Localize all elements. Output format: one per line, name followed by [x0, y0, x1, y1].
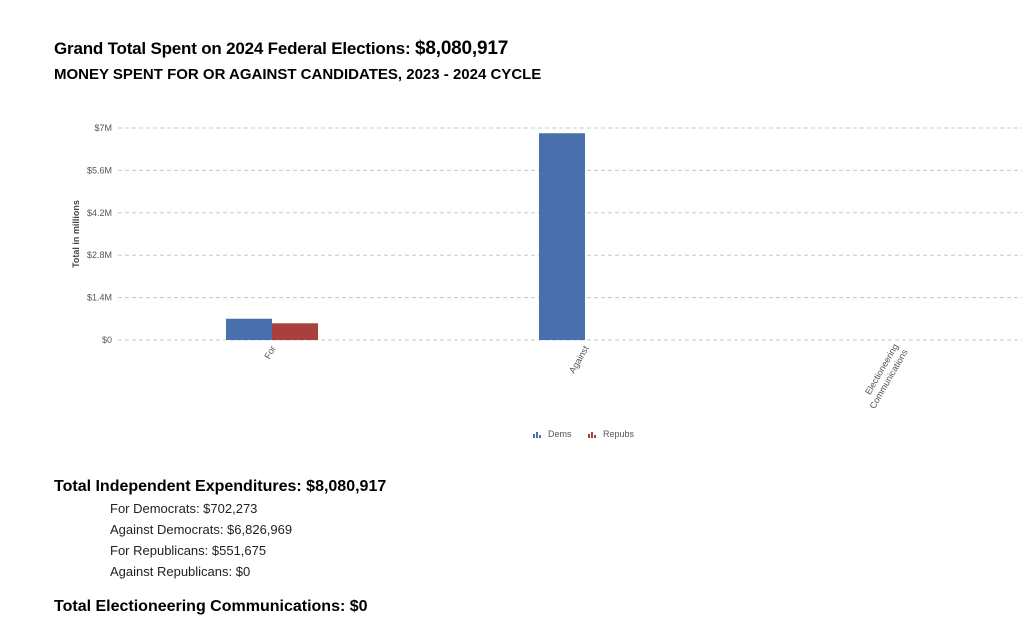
legend-icon	[539, 435, 541, 438]
grand-total-heading: Grand Total Spent on 2024 Federal Electi…	[54, 38, 508, 60]
legend-label: Repubs	[603, 429, 635, 439]
y-tick-label: $4.2M	[87, 208, 112, 218]
grand-total-value: $8,080,917	[415, 38, 509, 59]
summary-item: Against Republicans: $0	[110, 564, 251, 579]
y-tick-label: $0	[102, 335, 112, 345]
ie-total: Total Independent Expenditures: $8,080,9…	[54, 478, 387, 495]
legend-icon	[588, 434, 590, 438]
legend-icon	[536, 432, 538, 438]
y-tick-label: $5.6M	[87, 165, 112, 175]
ec-total: Total Electioneering Communications: $0	[54, 598, 368, 615]
x-tick-label: ElectioneeringCommunications	[858, 342, 910, 411]
legend-icon	[533, 434, 535, 438]
legend-label: Dems	[548, 429, 572, 439]
y-tick-label: $1.4M	[87, 293, 112, 303]
bar-chart: $0 $1.4M $2.8M $4.2M $5.6M $7M Total in millio…	[71, 123, 1022, 439]
bar-repubs	[272, 323, 318, 340]
x-tick-label: Against	[567, 344, 591, 375]
summary-item: For Republicans: $551,675	[110, 543, 267, 558]
bar-dems	[226, 318, 272, 340]
summary-item: For Democrats: $702,273	[110, 501, 258, 516]
y-tick-label: $2.8M	[87, 250, 112, 260]
legend-icon	[591, 432, 593, 438]
bar-dems	[539, 133, 585, 340]
chart-subtitle: MONEY SPENT FOR OR AGAINST CANDIDATES, 2…	[54, 66, 542, 83]
y-tick-label: $7M	[94, 123, 112, 133]
x-tick-label: For	[262, 344, 277, 361]
summary-item: Against Democrats: $6,826,969	[110, 522, 293, 537]
legend-icon	[594, 435, 596, 438]
y-axis-label: Total in millions	[71, 200, 81, 268]
grand-total-label: Grand Total Spent on 2024 Federal Electi…	[54, 39, 411, 58]
